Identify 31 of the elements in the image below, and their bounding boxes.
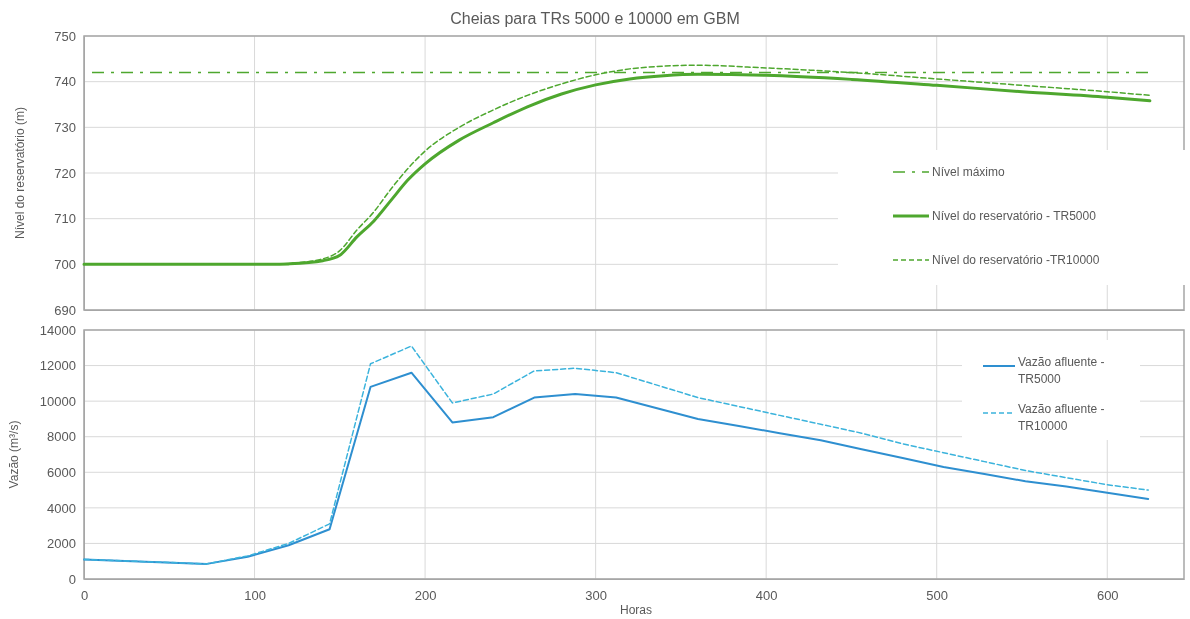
y-tick-label: 720 xyxy=(54,165,76,181)
y-tick-label: 710 xyxy=(54,211,76,227)
y-tick-label: 2000 xyxy=(47,536,76,552)
y-tick-label: 10000 xyxy=(39,393,76,409)
legend-label: Vazão afluente - TR5000 xyxy=(1018,355,1105,386)
legend-label: Nível máximo xyxy=(932,165,1006,180)
y-tick-label: 14000 xyxy=(39,322,76,338)
y-tick-label: 0 xyxy=(68,571,76,587)
y-tick-label: 4000 xyxy=(47,500,76,516)
x-tick-label: 200 xyxy=(414,588,437,604)
legend-label: Nível do reservatório -TR10000 xyxy=(932,253,1100,268)
y-tick-label: 750 xyxy=(54,28,76,44)
y-tick-label: 730 xyxy=(54,119,76,135)
y-tick-label: 12000 xyxy=(39,358,76,374)
x-tick-label: 500 xyxy=(926,588,949,604)
x-tick-label: 600 xyxy=(1096,588,1119,604)
legend-label: Vazão afluente - TR10000 xyxy=(1018,402,1105,433)
y-tick-label: 740 xyxy=(54,74,76,90)
chart-title: Cheias para TRs 5000 e 10000 em GBM xyxy=(450,10,740,27)
y-tick-label: 6000 xyxy=(47,464,76,480)
y-tick-label: 700 xyxy=(54,256,76,272)
x-tick-label: 100 xyxy=(244,588,266,604)
y-axis-title: Nível do reservatório (m) xyxy=(13,106,27,240)
legend-label: Nível do reservatório - TR5000 xyxy=(932,209,1097,224)
x-axis-title: Horas xyxy=(619,603,653,617)
y-tick-label: 690 xyxy=(54,302,76,318)
x-tick-label: 0 xyxy=(80,588,89,604)
x-tick-label: 300 xyxy=(585,588,607,604)
y-axis-title: Vazão (m³/s) xyxy=(7,420,21,489)
y-tick-label: 8000 xyxy=(47,429,76,445)
x-tick-label: 400 xyxy=(755,588,778,604)
